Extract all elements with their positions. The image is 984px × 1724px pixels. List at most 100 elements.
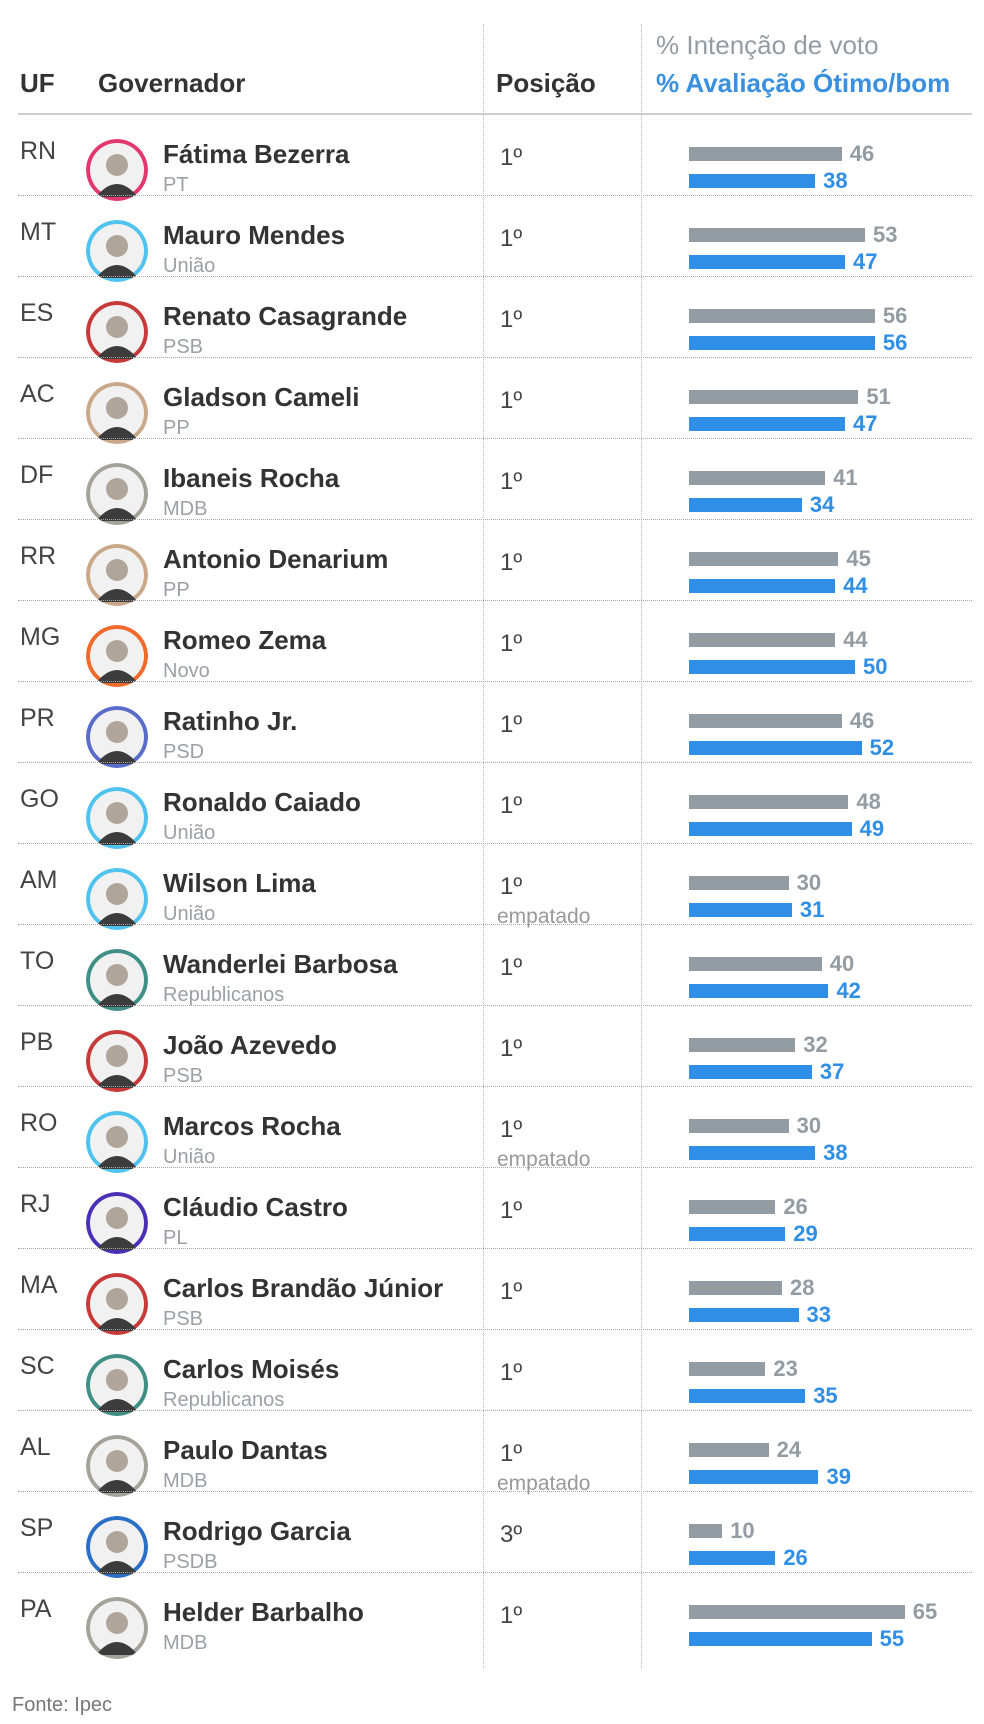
table-row: MA Carlos Brandão Júnior PSB 1º 28 33	[0, 1249, 984, 1335]
position-value: 1º	[500, 1035, 523, 1062]
avatar-body	[96, 184, 138, 197]
bar-avaliacao	[689, 579, 836, 593]
value-intencao: 30	[796, 1113, 822, 1138]
governor-name: Antonio Denarium	[163, 544, 389, 574]
avatar	[86, 949, 148, 1011]
avatar	[86, 1435, 148, 1497]
avatar-body	[96, 1480, 138, 1493]
bar-intencao	[689, 1524, 723, 1538]
position-value: 1º	[500, 873, 523, 900]
value-intencao: 46	[849, 141, 875, 166]
header-posicao: Posição	[496, 68, 596, 98]
avatar-body	[96, 670, 138, 683]
party-label: Republicanos	[163, 1389, 285, 1411]
avatar-head	[106, 640, 128, 662]
value-avaliacao: 50	[863, 654, 888, 679]
value-avaliacao: 47	[853, 411, 878, 436]
table-row: AL Paulo Dantas MDB 1º empatado 24 39	[0, 1411, 984, 1497]
avatar-body	[96, 346, 138, 359]
avatar	[86, 787, 148, 849]
governor-name: Ratinho Jr.	[163, 706, 298, 736]
value-intencao: 51	[866, 384, 891, 409]
legend-avaliacao: % Avaliação Ótimo/bom	[656, 68, 951, 98]
avatar-body	[96, 1561, 138, 1574]
value-avaliacao: 42	[836, 978, 861, 1003]
row-divider	[18, 1167, 972, 1168]
party-label: Republicanos	[163, 984, 285, 1006]
table-row: RN Fátima Bezerra PT 1º 46 38	[0, 115, 984, 201]
avatar-head	[106, 721, 128, 743]
avatar-head	[106, 316, 128, 338]
governor-table: RN Fátima Bezerra PT 1º 46 38 MT Mauro Mendes Un…	[0, 115, 984, 1659]
uf-code: RO	[20, 1109, 58, 1137]
bar-intencao	[689, 1605, 905, 1619]
governor-name: Mauro Mendes	[163, 220, 346, 250]
table-row: PB João Azevedo PSB 1º 32 37	[0, 1006, 984, 1092]
table-row: AM Wilson Lima União 1º empatado 30 31	[0, 844, 984, 930]
portrait-icon	[86, 463, 148, 525]
governor-name: Renato Casagrande	[163, 301, 408, 331]
table-row: TO Wanderlei Barbosa Republicanos 1º 40 42	[0, 925, 984, 1011]
bar-avaliacao	[689, 1308, 799, 1322]
governor-name: Ronaldo Caiado	[163, 787, 361, 817]
row-divider	[18, 1329, 972, 1330]
value-intencao: 28	[789, 1275, 815, 1300]
row-divider	[18, 1005, 972, 1006]
avatar	[86, 220, 148, 282]
position-note: empatado	[497, 1148, 591, 1171]
row-divider	[18, 1491, 972, 1492]
uf-code: SP	[20, 1514, 54, 1542]
table-row: ES Renato Casagrande PSB 1º 56 56	[0, 277, 984, 363]
party-label: PP	[163, 579, 190, 601]
governor-name: Romeo Zema	[163, 625, 327, 655]
row-divider	[18, 1572, 972, 1573]
avatar-body	[96, 427, 138, 440]
bar-avaliacao	[689, 417, 846, 431]
table-header: UF Governador Posição % Intenção de voto…	[0, 0, 984, 116]
position-note: empatado	[497, 1472, 591, 1495]
uf-code: AM	[20, 866, 58, 894]
row-divider	[18, 438, 972, 439]
position-value: 1º	[500, 468, 523, 495]
column-divider-bars	[641, 24, 642, 1668]
row-divider	[18, 357, 972, 358]
avatar	[86, 544, 148, 606]
table-row: RO Marcos Rocha União 1º empatado 30 38	[0, 1087, 984, 1173]
avatar	[86, 139, 148, 201]
position-value: 1º	[500, 1440, 523, 1467]
table-row: RJ Cláudio Castro PL 1º 26 29	[0, 1168, 984, 1254]
avatar-head	[106, 964, 128, 986]
avatar-head	[106, 559, 128, 581]
governor-name: Carlos Moisés	[163, 1354, 340, 1384]
portrait-icon	[86, 220, 148, 282]
uf-code: MA	[20, 1271, 58, 1299]
party-label: PSD	[163, 741, 205, 763]
avatar-body	[96, 1075, 138, 1088]
party-label: PSB	[163, 1308, 204, 1330]
party-label: MDB	[163, 1470, 208, 1492]
portrait-icon	[86, 382, 148, 444]
avatar	[86, 1516, 148, 1578]
governor-name: Paulo Dantas	[163, 1435, 328, 1465]
value-avaliacao: 38	[823, 168, 848, 193]
table-row: DF Ibaneis Rocha MDB 1º 41 34	[0, 439, 984, 525]
avatar-body	[96, 1318, 138, 1331]
value-intencao: 26	[783, 1194, 808, 1219]
avatar-body	[96, 1156, 138, 1169]
uf-code: AL	[20, 1433, 51, 1461]
avatar-head	[106, 154, 128, 176]
value-avaliacao: 55	[879, 1626, 905, 1651]
uf-code: MG	[20, 623, 61, 651]
bar-intencao	[689, 471, 826, 485]
governor-name: Cláudio Castro	[163, 1192, 348, 1222]
avatar-body	[96, 589, 138, 602]
bar-intencao	[689, 1200, 776, 1214]
avatar-head	[106, 235, 128, 257]
governor-name: Rodrigo Garcia	[163, 1516, 351, 1546]
portrait-icon	[86, 868, 148, 930]
value-intencao: 40	[829, 951, 855, 976]
value-intencao: 46	[849, 708, 875, 733]
row-divider	[18, 843, 972, 844]
party-label: PP	[163, 417, 190, 439]
avatar	[86, 1597, 148, 1659]
